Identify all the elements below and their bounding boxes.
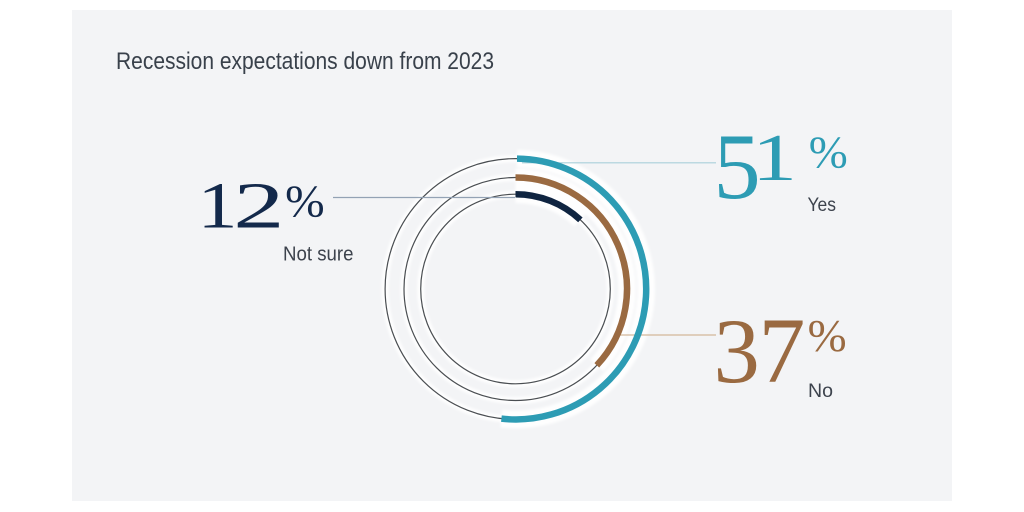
svg-text:Not sure: Not sure <box>283 242 354 265</box>
svg-text:5: 5 <box>714 115 761 219</box>
svg-text:Yes: Yes <box>808 194 837 216</box>
svg-text:%: % <box>285 177 325 227</box>
svg-text:7: 7 <box>759 300 806 403</box>
svg-text:1: 1 <box>198 171 238 243</box>
svg-text:%: % <box>808 310 847 361</box>
svg-text:2: 2 <box>233 171 284 243</box>
svg-text:3: 3 <box>714 300 760 403</box>
svg-text:Recession expectations down fr: Recession expectations down from 2023 <box>116 49 494 75</box>
svg-text:1: 1 <box>752 121 797 195</box>
svg-text:%: % <box>809 127 848 178</box>
svg-text:No: No <box>808 381 833 402</box>
